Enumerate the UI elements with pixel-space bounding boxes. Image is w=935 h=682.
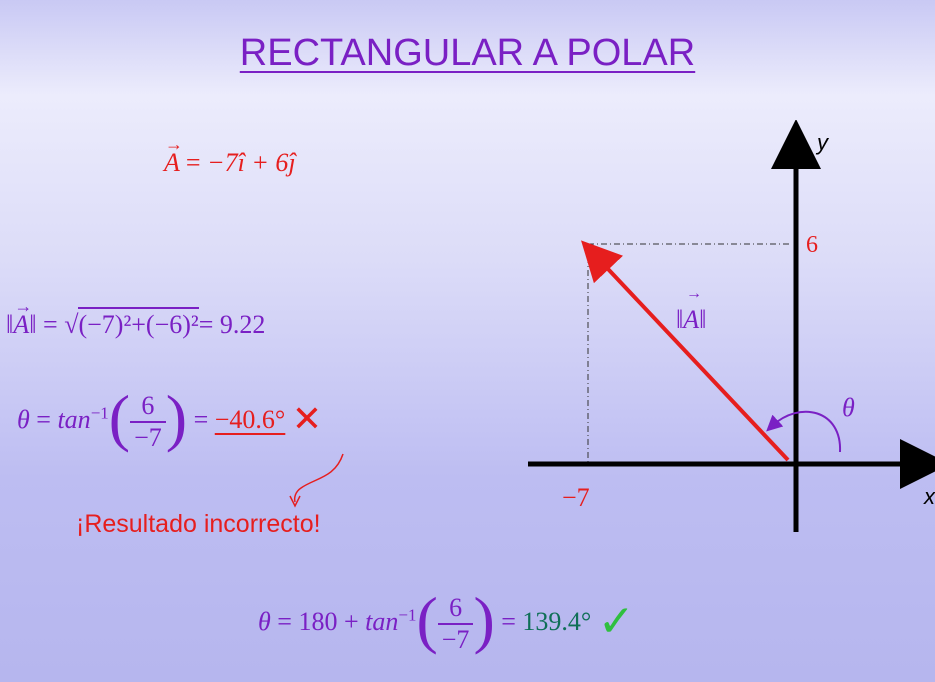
check-mark-icon: ✓ [597, 596, 635, 646]
magnitude-result: = 9.22 [198, 310, 266, 339]
numerator: 6 [437, 595, 474, 625]
theta-incorrect-equation: θ = tan−1(6 −7) = −40.6° ✕ [17, 386, 322, 454]
theta-correct-equation: θ = 180 + tan−1(6 −7) = 139.4° ✓ [258, 588, 635, 656]
angle-arc [766, 410, 842, 453]
incorrect-result: −40.6° [214, 404, 286, 434]
magnitude-label: ‖A‖ [676, 305, 706, 334]
theta-symbol: θ [17, 404, 30, 434]
denominator: −7 [134, 423, 162, 452]
vector-line [581, 240, 790, 462]
correct-result: 139.4° [522, 606, 592, 636]
sqrt-icon: √ [64, 310, 79, 339]
fraction: 6 −7 [437, 595, 474, 654]
numerator: 6 [130, 393, 166, 423]
vector-diagram: y x 6 −7 ‖A‖ → θ [528, 120, 935, 532]
pointer-arrow-icon [289, 453, 344, 508]
x-axis-label: x [923, 484, 935, 509]
tan-function: tan [57, 404, 91, 434]
vector-arrow-icon: → [165, 134, 183, 154]
x-value-label: −7 [562, 483, 590, 512]
radicand: (−7)²+(−6)² [78, 307, 199, 339]
magnitude-equation: ‖ → A‖ = √(−7)²+(−6)²= 9.22 [6, 296, 266, 340]
equals-sign: = [36, 404, 51, 434]
offset-term: 180 + [298, 606, 359, 636]
page-title: RECTANGULAR A POLAR [239, 32, 696, 74]
equals-sign: = [277, 606, 292, 636]
y-axis-label: y [815, 130, 830, 155]
inverse-exponent: −1 [398, 605, 417, 625]
right-paren: ) [473, 584, 495, 655]
norm-close: ‖ [29, 310, 37, 339]
norm-open: ‖ [6, 310, 14, 339]
equals-sign: = [193, 404, 209, 434]
inverse-exponent: −1 [90, 403, 109, 423]
theta-symbol: θ [258, 606, 271, 636]
equals-sign: = [43, 310, 58, 339]
left-paren: ( [108, 382, 131, 453]
tan-function: tan [365, 606, 399, 636]
y-value-label: 6 [806, 232, 818, 258]
cross-mark-icon: ✕ [291, 397, 322, 439]
vector-arrow-icon: → [686, 285, 702, 302]
angle-label: θ [842, 393, 855, 422]
vector-symbol: A [164, 148, 180, 177]
left-paren: ( [416, 584, 438, 655]
vector-equation: → A = −7î + 6ĵ [164, 134, 296, 178]
fraction: 6 −7 [130, 393, 166, 451]
vector-arrow-icon: → [14, 296, 33, 316]
right-paren: ) [165, 382, 188, 453]
denominator: −7 [441, 625, 470, 654]
vector-symbol: A [13, 310, 30, 339]
equals-sign: = [501, 606, 516, 636]
vector-components: −7î + 6ĵ [207, 148, 296, 177]
equals-sign: = [185, 148, 201, 177]
incorrect-note: ¡Resultado incorrecto! [76, 510, 321, 538]
